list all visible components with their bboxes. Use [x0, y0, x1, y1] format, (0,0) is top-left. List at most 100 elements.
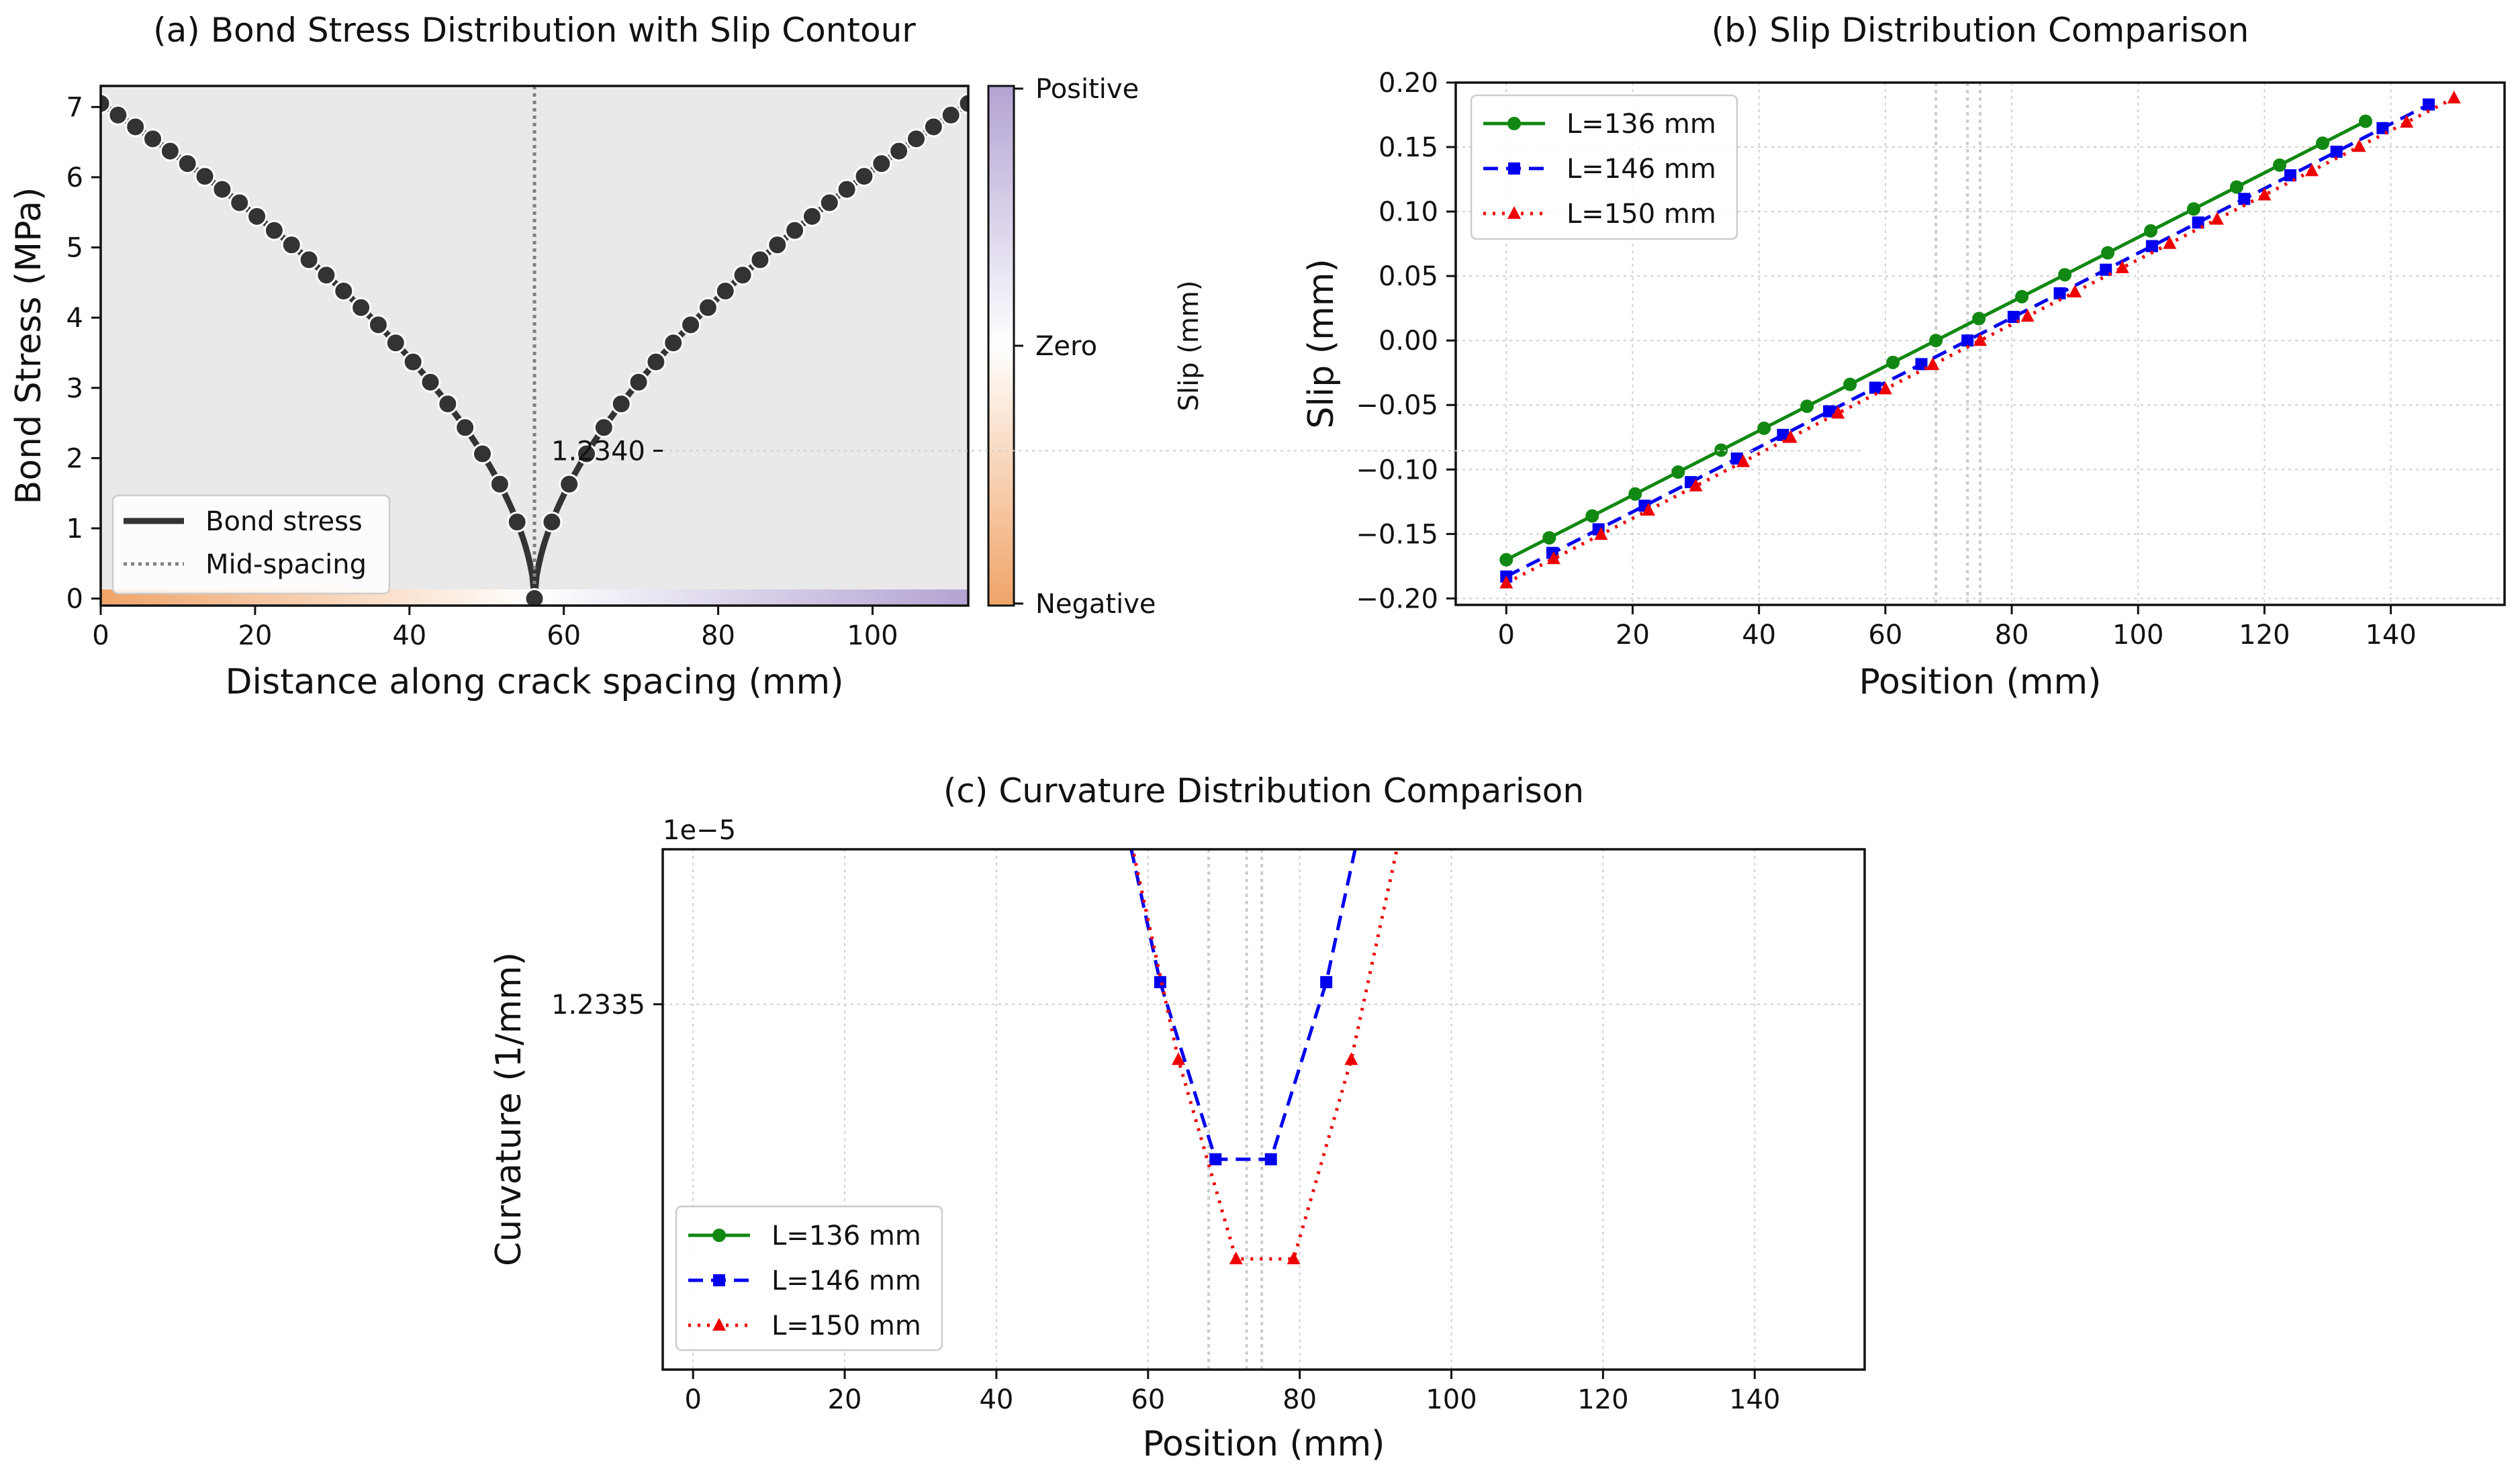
b-data-point: L=136 mm: 54.4, -0.034 — [1843, 377, 1857, 391]
b-data-point: L=146 mm: 116.8, 0.110 — [2238, 193, 2251, 205]
b-data-point: L=136 mm: 40.8, -0.068 — [1757, 421, 1771, 435]
b-data-point: L=136 mm: 122.4, 0.136 — [2273, 158, 2287, 172]
subplot-a-frame — [99, 85, 970, 607]
bond-stress-point: 13.5 mm, 6.01 MPa — [194, 166, 216, 187]
a-xtick-label: 0 — [92, 620, 109, 651]
b-data-point: L=136 mm: 102.0, 0.085 — [2144, 224, 2158, 238]
bond-stress-point: 89.9 mm, 5.24 MPa — [784, 220, 806, 241]
subplot-c-grid — [663, 450, 1865, 1370]
b-data-point: L=136 mm: 0.0, -0.170 — [1499, 553, 1513, 567]
c-data-point: L=146 mm: 83.5, 1.23352 — [1320, 975, 1333, 988]
subplot-c: (c) Curvature Distribution Comparison L=… — [489, 79, 1866, 1464]
bond-stress-point: 9.0 mm, 6.37 MPa — [159, 140, 181, 162]
c-xtick-label: 0 — [684, 1384, 701, 1415]
legend-label: L=150 mm — [1567, 199, 1716, 230]
legend-marker: L=146 mm — [1508, 162, 1520, 175]
a-xtick-label: 80 — [701, 620, 735, 651]
bond-stress-point: 62.9 mm, 2.06 MPa — [576, 443, 598, 465]
bond-stress-point: 0.0 mm, 7.05 MPa — [101, 93, 111, 114]
b-data-point: L=136 mm: 115.6, 0.119 — [2230, 180, 2244, 194]
b-data-point: L=146 mm: 124.1, 0.128 — [2284, 169, 2297, 182]
b-xtick-label: 100 — [2112, 620, 2163, 651]
b-data-point: L=150 mm: 142.5, 0.169 — [2400, 115, 2414, 128]
subplot-a: (a) Bond Stress Distribution with Slip C… — [9, 11, 1205, 702]
b-data-point: L=150 mm: 52.5, -0.056 — [1831, 406, 1845, 419]
c-xtick-label: 120 — [1577, 1384, 1628, 1415]
subplot-c-ticks: 0204060801001201401.23351.23401.23451.23… — [551, 436, 1780, 1415]
c-data-point: L=136 mm: 44.2, 1.23426 — [1021, 156, 1035, 170]
bond-stress-point: 76.4 mm, 3.90 MPa — [680, 314, 702, 336]
c-data-point: L=146 mm: 105.4, 1.23433 — [1486, 79, 1498, 91]
b-data-point: L=150 mm: 150.0, 0.188 — [2447, 91, 2461, 104]
c-xtick-label: 60 — [1131, 1384, 1165, 1415]
bond-stress-point: 33.7 mm, 4.14 MPa — [351, 297, 372, 318]
legend-marker: L=136 mm — [712, 1229, 726, 1242]
c-xtick-label: 80 — [1282, 1384, 1317, 1415]
bond-stress-point: 58.4 mm, 1.09 MPa — [541, 512, 563, 533]
a-ytick-label: 3 — [66, 373, 83, 404]
bond-stress-point: 47.2 mm, 2.44 MPa — [455, 417, 476, 438]
bond-stress-point: 69.7 mm, 3.08 MPa — [628, 371, 649, 393]
subplot-c-offset-text: 1e−5 — [663, 815, 736, 846]
b-ytick-label: −0.05 — [1356, 390, 1438, 421]
b-data-point: L=136 mm: 61.2, -0.017 — [1886, 355, 1900, 369]
b-data-point: L=146 mm: 131.4, 0.146 — [2330, 145, 2343, 158]
b-xtick-label: 120 — [2239, 620, 2290, 651]
c-ytick-label: 1.2335 — [551, 990, 645, 1020]
colorbar: Positive Zero Negative Slip (mm) — [987, 74, 1205, 620]
bond-stress-point: 96.7 mm, 5.83 MPa — [836, 179, 857, 200]
c-data-point: L=136 mm: 51, 1.23402 — [1073, 422, 1086, 435]
bond-stress-point: 60.7 mm, 1.63 MPa — [559, 473, 580, 495]
legend-label: L=136 mm — [772, 1221, 921, 1251]
bond-stress-point: 87.7 mm, 5.04 MPa — [767, 234, 788, 256]
bond-stress-point: 85.4 mm, 4.82 MPa — [749, 249, 771, 271]
b-data-point: L=136 mm: 74.8, 0.017 — [1972, 312, 1986, 326]
a-xtick-label: 40 — [392, 620, 426, 651]
bond-stress-point: 65.2 mm, 2.44 MPa — [593, 417, 614, 438]
bond-stress-point: 107.9 mm, 6.72 MPa — [923, 116, 944, 138]
b-ytick-label: 0.05 — [1379, 261, 1438, 292]
b-data-point: L=150 mm: 90.0, 0.038 — [2068, 284, 2082, 297]
bond-stress-point: 67.4 mm, 2.77 MPa — [610, 393, 632, 415]
subplot-b-frame — [1454, 81, 2506, 606]
b-data-point: L=150 mm: 135.0, 0.150 — [2352, 139, 2366, 152]
b-data-point: L=146 mm: 80.3, 0.018 — [2007, 311, 2020, 324]
a-xtick-label: 20 — [238, 620, 272, 651]
b-data-point: L=136 mm: 13.6, -0.136 — [1585, 509, 1599, 523]
b-data-point: L=150 mm: 0.0, -0.188 — [1499, 575, 1513, 589]
bond-stress-point: 15.7 mm, 5.83 MPa — [212, 179, 233, 200]
bond-stress-point: 83.2 mm, 4.61 MPa — [732, 265, 753, 286]
b-data-point: L=150 mm: 82.5, 0.019 — [2020, 309, 2035, 322]
subplot-a-ylabel: Bond Stress (MPa) — [9, 187, 49, 505]
c-data-point: L=146 mm: 90.8, 1.23375 — [1376, 722, 1388, 734]
legend-marker: L=136 mm — [1507, 117, 1521, 130]
bond-stress-point: 24.7 mm, 5.04 MPa — [281, 234, 302, 256]
colorbar-gradient — [987, 85, 1015, 607]
colorbar-label: Slip (mm) — [1174, 281, 1205, 412]
b-data-point: L=150 mm: 60.0, -0.038 — [1878, 381, 1892, 395]
c-data-point: L=136 mm: 57.8, 1.23382 — [1125, 643, 1138, 657]
subplot-c-title: (c) Curvature Distribution Comparison — [943, 771, 1584, 810]
b-data-point: L=146 mm: 58.4, -0.037 — [1869, 381, 1881, 394]
legend-label: L=136 mm — [1567, 109, 1716, 140]
c-data-point: L=136 mm: 64.6, 1.23367 — [1176, 810, 1190, 823]
subplot-b-ticks: 0 20 40 60 80 100 120 140 −0.20 −0.15 −0.10 −0.05 0.… — [1356, 68, 2416, 651]
bond-stress-point: 18.0 mm, 5.64 MPa — [229, 192, 250, 213]
b-data-point: L=150 mm: 127.5, 0.132 — [2305, 163, 2319, 177]
c-ytick-label: 1.2340 — [551, 436, 645, 467]
bond-stress-point: 78.7 mm, 4.14 MPa — [697, 297, 718, 318]
bond-stress-point: 29.2 mm, 4.61 MPa — [316, 265, 337, 286]
legend-box — [1470, 94, 1738, 240]
b-data-point: L=150 mm: 105.0, 0.075 — [2163, 236, 2177, 249]
b-data-point: L=136 mm: 95.2, 0.068 — [2101, 246, 2115, 260]
b-xtick-label: 0 — [1498, 620, 1515, 651]
b-xtick-label: 40 — [1742, 620, 1776, 651]
colorbar-tick-negative: Negative — [1035, 589, 1156, 620]
bond-stress-point: 20.2 mm, 5.44 MPa — [246, 205, 268, 227]
bond-stress-point: 6.7 mm, 6.55 MPa — [142, 128, 164, 150]
subplot-c-ylabel: Curvature (1/mm) — [489, 952, 529, 1266]
b-data-point: L=136 mm: 34.0, -0.085 — [1714, 443, 1728, 457]
legend-marker: L=150 mm — [1507, 206, 1521, 219]
legend-marker: L=150 mm — [712, 1318, 726, 1331]
